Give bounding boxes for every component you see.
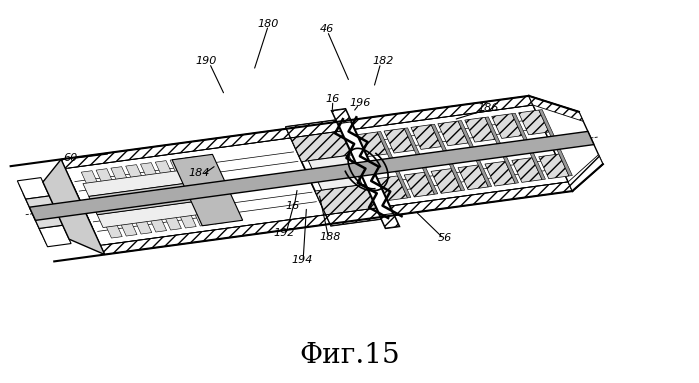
Polygon shape — [155, 160, 177, 186]
Polygon shape — [326, 208, 384, 226]
Polygon shape — [458, 165, 488, 190]
Polygon shape — [29, 131, 594, 220]
Polygon shape — [89, 180, 218, 215]
Polygon shape — [465, 117, 495, 142]
Polygon shape — [377, 131, 411, 198]
Text: 192: 192 — [273, 228, 295, 238]
Polygon shape — [36, 182, 66, 241]
Text: 194: 194 — [291, 255, 313, 265]
Polygon shape — [23, 187, 92, 234]
Polygon shape — [431, 169, 461, 193]
Polygon shape — [43, 181, 73, 240]
Polygon shape — [160, 205, 182, 230]
Polygon shape — [19, 178, 73, 194]
Polygon shape — [568, 155, 603, 191]
Polygon shape — [96, 169, 117, 194]
Polygon shape — [345, 105, 568, 208]
Text: 60: 60 — [64, 152, 78, 162]
Polygon shape — [485, 161, 515, 186]
Polygon shape — [528, 96, 583, 121]
Polygon shape — [26, 196, 63, 228]
Polygon shape — [438, 121, 468, 146]
Polygon shape — [189, 201, 211, 226]
Text: 182: 182 — [372, 56, 394, 66]
Polygon shape — [204, 199, 226, 224]
Polygon shape — [512, 113, 545, 180]
Polygon shape — [126, 165, 147, 190]
Text: Фиг.15: Фиг.15 — [299, 342, 400, 369]
Text: 16: 16 — [326, 94, 340, 104]
Polygon shape — [111, 167, 133, 192]
Text: 184: 184 — [188, 169, 210, 178]
Polygon shape — [458, 121, 491, 187]
Polygon shape — [185, 157, 206, 182]
Polygon shape — [512, 158, 542, 182]
Polygon shape — [50, 180, 80, 239]
Polygon shape — [170, 159, 192, 184]
Text: 196: 196 — [350, 98, 371, 108]
Polygon shape — [61, 129, 291, 169]
Text: 186: 186 — [477, 103, 499, 113]
Polygon shape — [315, 184, 380, 215]
Polygon shape — [404, 172, 434, 197]
Polygon shape — [431, 124, 465, 191]
Polygon shape — [29, 183, 59, 242]
Polygon shape — [357, 132, 387, 157]
Polygon shape — [83, 167, 210, 196]
Polygon shape — [539, 154, 569, 179]
Polygon shape — [39, 225, 71, 247]
Polygon shape — [332, 109, 399, 228]
Text: 16: 16 — [285, 201, 300, 211]
Text: 190: 190 — [195, 56, 217, 66]
Polygon shape — [56, 179, 86, 238]
Polygon shape — [377, 176, 408, 201]
Polygon shape — [130, 209, 152, 234]
Polygon shape — [97, 198, 224, 228]
Text: 188: 188 — [319, 232, 341, 242]
Polygon shape — [140, 163, 162, 188]
Polygon shape — [519, 110, 549, 135]
Polygon shape — [291, 131, 355, 162]
Polygon shape — [175, 203, 196, 228]
Polygon shape — [411, 124, 441, 149]
Polygon shape — [43, 159, 105, 255]
Polygon shape — [42, 227, 96, 243]
Polygon shape — [332, 109, 352, 124]
Text: 180: 180 — [258, 18, 279, 29]
Polygon shape — [485, 117, 519, 183]
Polygon shape — [145, 207, 166, 232]
Polygon shape — [380, 213, 399, 228]
Polygon shape — [380, 182, 572, 217]
Polygon shape — [101, 213, 122, 238]
Polygon shape — [172, 154, 243, 226]
Polygon shape — [286, 119, 384, 226]
Polygon shape — [101, 215, 330, 255]
Polygon shape — [81, 171, 103, 196]
Polygon shape — [115, 211, 137, 236]
Polygon shape — [404, 128, 438, 194]
Polygon shape — [384, 128, 415, 153]
Polygon shape — [491, 114, 522, 138]
Polygon shape — [17, 178, 49, 199]
Polygon shape — [528, 96, 603, 191]
Polygon shape — [539, 110, 572, 176]
Polygon shape — [340, 96, 533, 131]
Polygon shape — [308, 155, 362, 190]
Polygon shape — [286, 119, 345, 138]
Text: 46: 46 — [320, 24, 334, 34]
Polygon shape — [65, 138, 326, 246]
Text: 56: 56 — [438, 232, 452, 242]
